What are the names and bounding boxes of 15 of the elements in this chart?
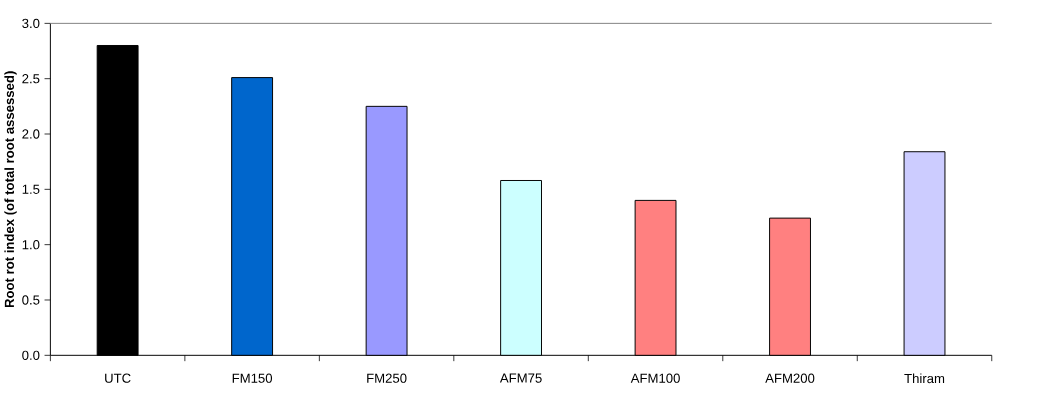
y-tick-label: 1.5 bbox=[22, 184, 40, 194]
x-tick-label: Thiram bbox=[904, 373, 945, 384]
y-tick-label: 1.0 bbox=[22, 239, 40, 250]
x-tick-label: UTC bbox=[105, 373, 131, 383]
x-tick-label: FM150 bbox=[232, 373, 273, 383]
x-tick-label: FM250 bbox=[367, 373, 407, 383]
y-tick-label: 2.0 bbox=[22, 129, 40, 139]
y-tick-label: 2.5 bbox=[22, 74, 40, 84]
y-tick-label: 0.5 bbox=[22, 295, 40, 305]
y-tick-label: 3.0 bbox=[22, 18, 40, 28]
x-tick-label: AFM100 bbox=[630, 373, 680, 383]
x-tick-label: AFM75 bbox=[499, 373, 542, 383]
x-tick-label: AFM200 bbox=[765, 373, 815, 383]
y-axis-title: Root rot index (of total root assessed) bbox=[4, 71, 17, 308]
y-tick-label: 0.0 bbox=[22, 350, 40, 360]
